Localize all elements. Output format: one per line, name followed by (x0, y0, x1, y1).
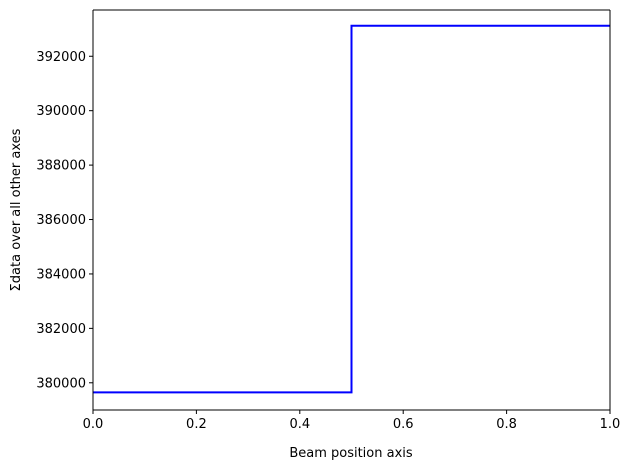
y-tick-label: 388000 (36, 159, 86, 174)
x-tick-label: 0.0 (83, 417, 104, 432)
x-axis-ticks: 0.0 0.2 0.4 0.6 0.8 1.0 (83, 410, 621, 432)
axes-frame (92, 9, 611, 411)
y-tick-label: 384000 (36, 267, 86, 282)
x-tick-label: 0.2 (186, 417, 207, 432)
x-tick-label: 0.8 (496, 417, 517, 432)
x-tick-label: 0.6 (393, 417, 414, 432)
series-layer (93, 24, 610, 394)
x-axis-label: Beam position axis (289, 446, 413, 461)
y-tick-label: 386000 (36, 213, 86, 228)
y-axis-label: Σdata over all other axes (9, 128, 24, 291)
x-tick-label: 1.0 (600, 417, 621, 432)
step-series-line (93, 24, 610, 394)
y-tick-label: 390000 (36, 104, 86, 119)
y-tick-label: 382000 (36, 322, 86, 337)
y-axis-ticks: 380000 382000 384000 386000 388000 390000 3920… (36, 50, 93, 391)
y-tick-label: 392000 (36, 50, 86, 65)
x-tick-label: 0.4 (289, 417, 310, 432)
y-tick-label: 380000 (36, 376, 86, 391)
